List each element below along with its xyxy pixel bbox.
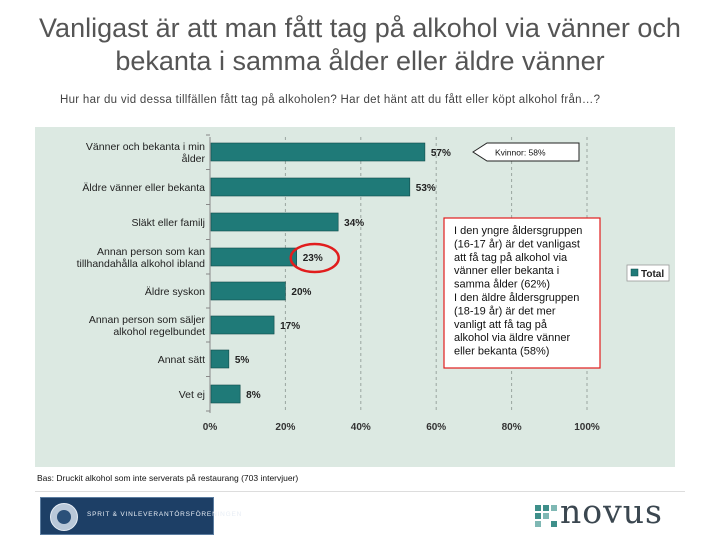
category-label: Annan person som kan	[97, 246, 205, 258]
bar-value-label: 53%	[416, 183, 436, 194]
annotation-text: alkohol via äldre vänner	[454, 332, 571, 344]
bar	[210, 349, 230, 369]
bar	[210, 315, 275, 335]
bar-value-label: 5%	[235, 355, 250, 366]
category-label: tillhandahålla alkohol ibland	[77, 258, 206, 270]
bar	[210, 177, 411, 197]
bar	[210, 142, 426, 162]
kvinnor-callout-box	[472, 142, 580, 162]
bar-value-label: 57%	[431, 148, 451, 159]
x-tick-label: 100%	[574, 422, 600, 433]
bar-value-label: 17%	[280, 321, 300, 332]
annotation-text: samma ålder (62%)	[454, 279, 550, 291]
annotation-text: I den yngre åldersgruppen	[454, 225, 582, 237]
spritochvin-logo: SPRIT & VINLEVERANTÖRSFÖRENINGEN	[40, 497, 241, 535]
bar	[210, 384, 241, 404]
category-label: Annat sätt	[158, 354, 205, 366]
category-label: Äldre vänner eller bekanta	[82, 182, 205, 194]
bar	[210, 212, 339, 232]
logo-left-text: SPRIT & VINLEVERANTÖRSFÖRENINGEN	[87, 511, 243, 518]
category-label: Släkt eller familj	[131, 217, 205, 229]
annotation-text: vanligt att få tag på	[454, 319, 548, 331]
annotation-text: att få tag på alkohol via	[454, 252, 568, 264]
highlight-circle	[289, 242, 340, 274]
category-label: alkohol regelbundet	[113, 326, 205, 338]
category-label: Annan person som säljer	[89, 314, 206, 326]
annotation-text: (18-19 år) är det mer	[454, 305, 556, 317]
bar	[210, 247, 298, 267]
x-tick-label: 80%	[502, 422, 522, 433]
slide-title: Vanligast är att man fått tag på alkohol…	[39, 13, 681, 76]
x-tick-label: 20%	[275, 422, 295, 433]
x-tick-label: 40%	[351, 422, 371, 433]
annotation-box	[443, 217, 601, 369]
novus-logo: novus	[535, 492, 685, 534]
category-label: ålder	[182, 153, 206, 165]
category-label: Vänner och bekanta i min	[86, 141, 205, 153]
bar-value-label: 34%	[344, 218, 364, 229]
legend-label: Total	[641, 269, 664, 280]
bar-value-label: 8%	[246, 390, 261, 401]
seal-icon	[50, 503, 78, 531]
bar-chart: 0% 20% 40% 60% 80% 100% Vänner och bekanta i m…	[77, 134, 670, 433]
base-note: Bas: Druckit alkohol som inte serverats …	[37, 473, 299, 483]
bar-value-label: 20%	[291, 287, 311, 298]
chart-area: 0% 20% 40% 60% 80% 100% Vänner och bekanta i m…	[35, 127, 675, 467]
x-tick-label: 0%	[203, 422, 218, 433]
legend-swatch	[630, 268, 639, 277]
annotation-text: vänner eller bekanta i	[454, 265, 559, 277]
annotation-text: eller bekanta (58%)	[454, 346, 549, 358]
annotation-text: (16-17 år) är det vanligast	[454, 238, 580, 250]
question-subtitle: Hur har du vid dessa tillfällen fått tag…	[60, 94, 601, 106]
bar	[210, 281, 286, 301]
annotation-text: I den äldre åldersgruppen	[454, 292, 579, 304]
bar-value-label: 23%	[303, 253, 323, 264]
novus-wordmark: novus	[560, 492, 663, 531]
category-label: Vet ej	[179, 389, 205, 401]
footer-divider	[35, 491, 685, 492]
kvinnor-callout-text: Kvinnor: 58%	[495, 148, 546, 158]
x-tick-label: 60%	[426, 422, 446, 433]
category-label: Äldre syskon	[145, 286, 205, 298]
